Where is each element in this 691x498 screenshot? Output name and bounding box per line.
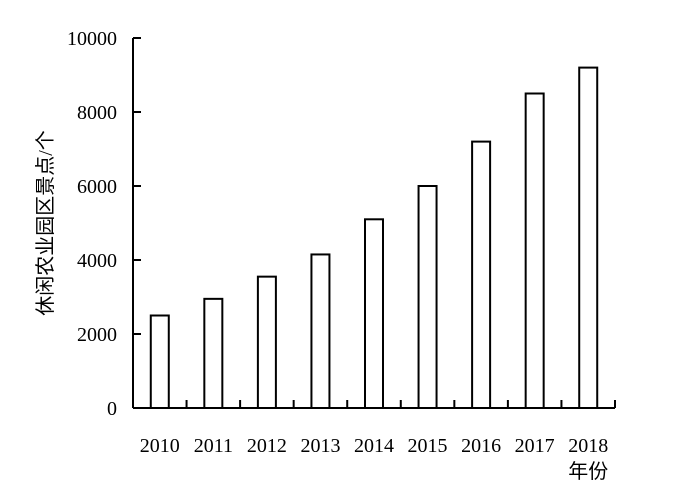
y-tick-label: 0 (107, 398, 117, 420)
bar-2018 (578, 66, 599, 409)
x-tick-label: 2014 (354, 435, 394, 457)
x-tick-label: 2012 (247, 435, 287, 457)
bar-2010 (149, 314, 170, 409)
bar-2012 (256, 275, 277, 409)
x-tick-label: 2016 (461, 435, 501, 457)
x-axis-ticks: 2010 2011 2012 2013 2014 2015 2016 2017 2018 (132, 400, 616, 457)
bar-2013 (310, 253, 331, 409)
y-tick-label: 2000 (77, 324, 117, 346)
x-tick-label: 2015 (408, 435, 448, 457)
bar-2011 (203, 297, 224, 410)
x-tick-label: 2018 (568, 435, 608, 457)
y-tick-label: 8000 (77, 102, 117, 124)
y-tick-label: 4000 (77, 250, 117, 272)
bar-2014 (364, 218, 384, 409)
x-tick-label: 2011 (194, 435, 233, 457)
x-tick-label: 2017 (515, 435, 555, 457)
x-axis-label: 年份 (568, 460, 608, 483)
x-tick-label: 2010 (140, 435, 180, 457)
y-axis-ticks: 0 2000 4000 6000 8000 10000 (67, 28, 141, 420)
bars-group (149, 66, 599, 410)
y-tick-label: 10000 (67, 28, 117, 50)
bar-2015 (417, 185, 438, 409)
y-tick-label: 6000 (77, 176, 117, 198)
bar-2017 (524, 92, 545, 409)
x-tick-label: 2013 (300, 435, 340, 457)
bar-2016 (471, 140, 492, 409)
y-axis-label: 休闲农业园区景点/个 (34, 130, 57, 316)
